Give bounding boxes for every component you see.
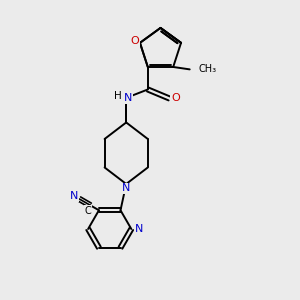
Text: CH₃: CH₃ xyxy=(198,64,216,74)
Text: N: N xyxy=(124,93,132,103)
Text: N: N xyxy=(122,184,130,194)
Text: O: O xyxy=(171,94,180,103)
Text: O: O xyxy=(130,36,139,46)
Text: N: N xyxy=(135,224,143,234)
Text: H: H xyxy=(114,91,122,101)
Text: C: C xyxy=(84,206,91,216)
Text: N: N xyxy=(70,191,78,201)
